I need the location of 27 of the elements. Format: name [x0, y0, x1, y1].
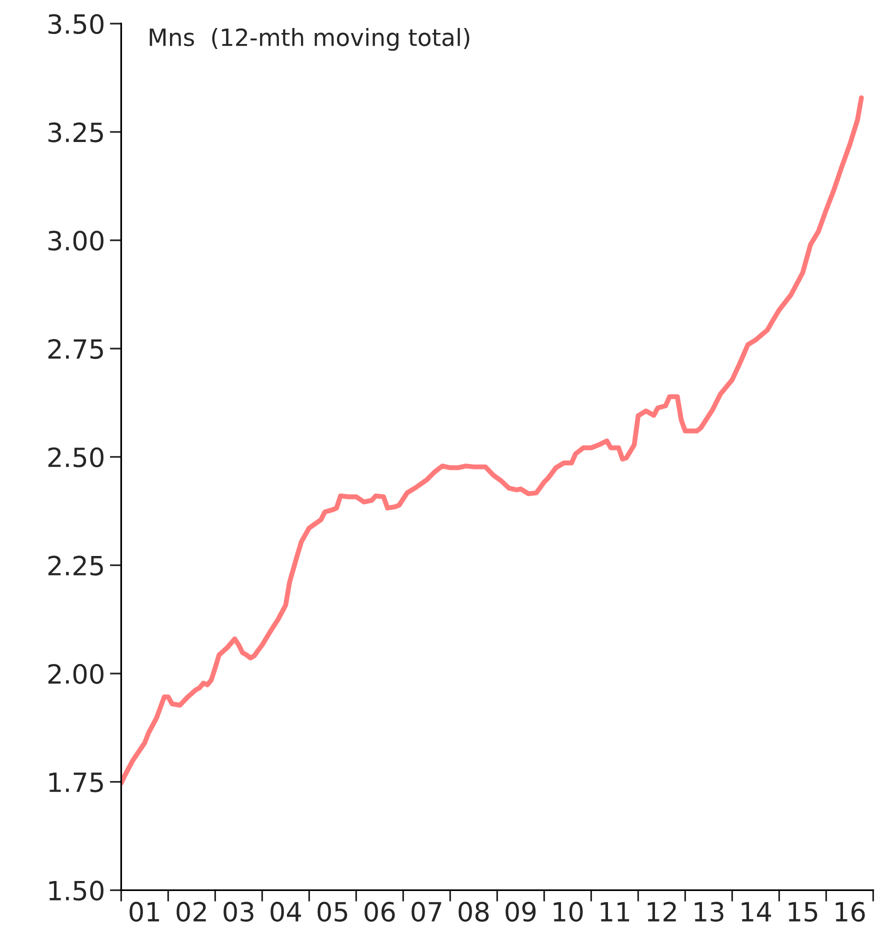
y-tick-label: 3.25 — [48, 122, 103, 142]
x-tick-label: 14 — [742, 902, 771, 922]
x-tick-label: 09 — [506, 902, 536, 922]
x-tick-label: 02 — [176, 902, 206, 922]
x-tick-label: 15 — [788, 902, 818, 922]
y-tick-label: 2.75 — [48, 339, 103, 359]
x-tick-label: 12 — [648, 902, 676, 922]
x-tick-label: 10 — [554, 902, 583, 922]
x-tick-label: 06 — [364, 902, 395, 922]
y-tick-label: 2.00 — [48, 664, 104, 684]
y-tick-label: 1.75 — [49, 772, 103, 792]
x-tick-label: 01 — [130, 902, 160, 922]
annotation: Mns (12-mth moving total) — [150, 28, 470, 51]
x-tick-label: 07 — [412, 902, 442, 922]
line-series — [121, 95, 864, 786]
y-tick-label: 3.50 — [48, 14, 104, 34]
x-tick-label: 05 — [318, 902, 348, 922]
y-tick-label: 1.50 — [49, 880, 104, 901]
y-tick-label: 3.00 — [48, 230, 104, 251]
x-tick-label: 03 — [224, 902, 254, 922]
x-tick-label: 13 — [694, 902, 724, 922]
y-tick-label: 2.50 — [48, 447, 104, 468]
x-tick-label: 04 — [270, 902, 301, 922]
x-tick-label: 08 — [458, 902, 489, 922]
y-tick-label: 2.25 — [48, 556, 103, 576]
x-tick-label: 11 — [600, 902, 630, 922]
x-tick-label: 16 — [836, 902, 865, 922]
